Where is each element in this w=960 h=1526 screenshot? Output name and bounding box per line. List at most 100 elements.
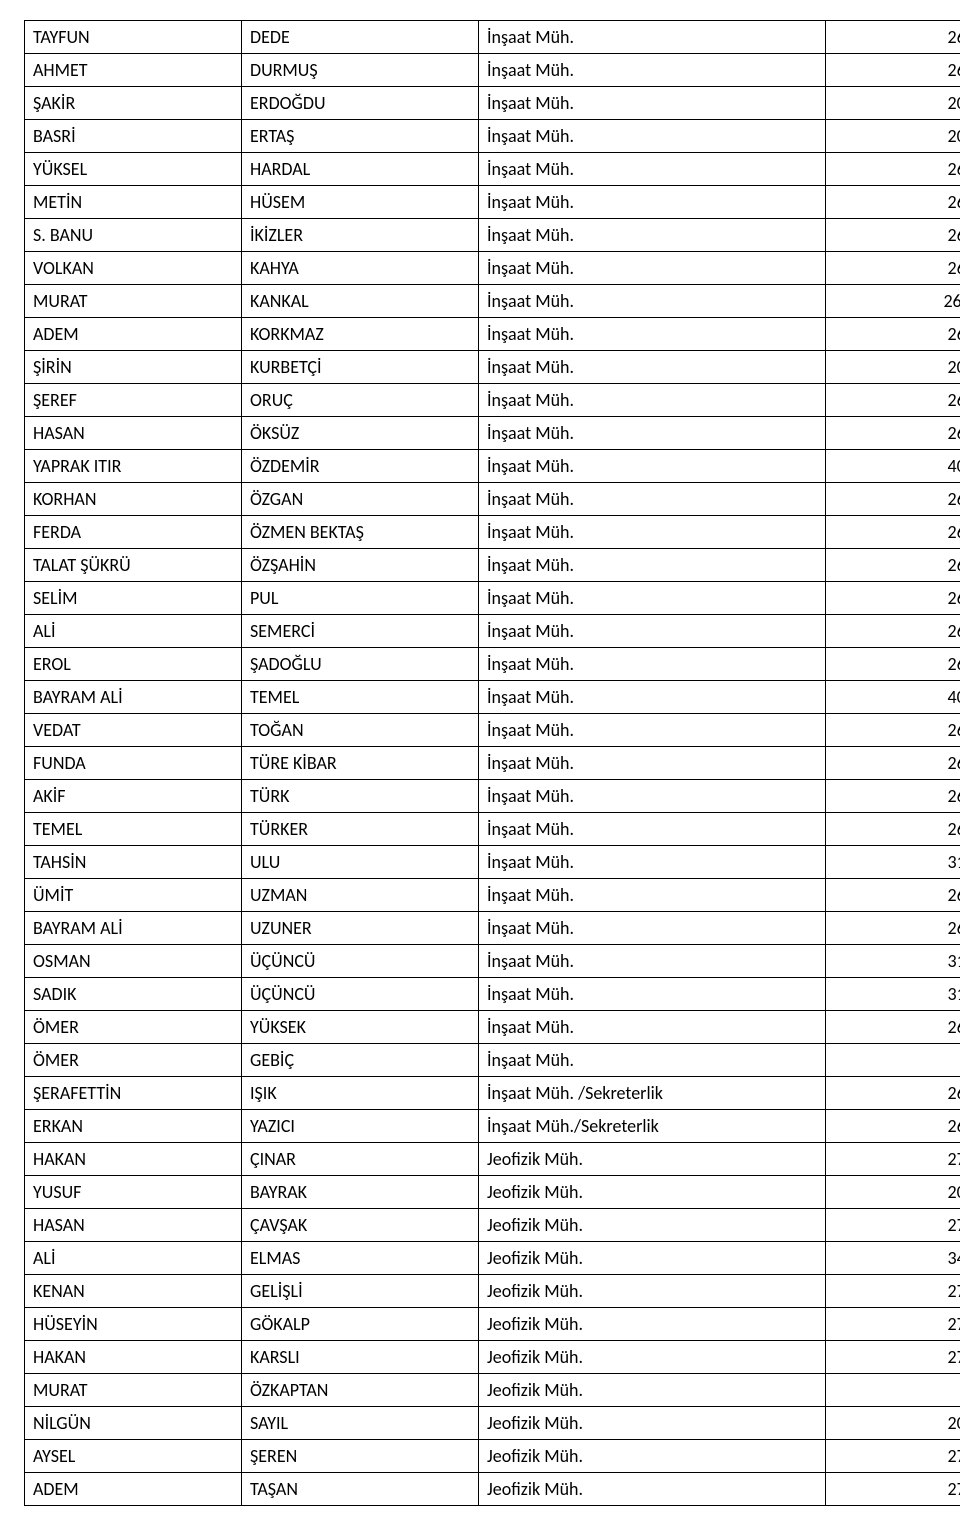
last-name-cell: ÇINAR [242, 1143, 479, 1176]
last-name-cell: KANKAL [242, 285, 479, 318]
department-cell: İnşaat Müh. [479, 714, 826, 747]
number-cell: 3142 [826, 945, 960, 978]
department-cell: İnşaat Müh. [479, 318, 826, 351]
first-name-cell: VEDAT [25, 714, 242, 747]
first-name-cell: AKİF [25, 780, 242, 813]
number-cell: 3125 [826, 978, 960, 1011]
department-cell: İnşaat Müh. [479, 813, 826, 846]
last-name-cell: İKİZLER [242, 219, 479, 252]
table-row: ÖMERYÜKSEKİnşaat Müh.2641 [25, 1011, 960, 1044]
department-cell: İnşaat Müh. [479, 252, 826, 285]
table-row: FERDAÖZMEN BEKTAŞİnşaat Müh.2675 [25, 516, 960, 549]
table-row: SADIKÜÇÜNCÜİnşaat Müh.3125 [25, 978, 960, 1011]
first-name-cell: EROL [25, 648, 242, 681]
first-name-cell: TAHSİN [25, 846, 242, 879]
table-row: TAYFUNDEDEİnşaat Müh.2638 [25, 21, 960, 54]
number-cell: 2733 [826, 1473, 960, 1506]
first-name-cell: ÖMER [25, 1044, 242, 1077]
first-name-cell: BASRİ [25, 120, 242, 153]
first-name-cell: METİN [25, 186, 242, 219]
number-cell: 2622 [826, 186, 960, 219]
department-cell: İnşaat Müh. [479, 450, 826, 483]
number-cell: 2786 [826, 1209, 960, 1242]
table-row: YUSUFBAYRAKJeofizik Müh.2026 [25, 1176, 960, 1209]
number-cell: 2666 [826, 747, 960, 780]
number-cell: 2606 [826, 417, 960, 450]
first-name-cell: SADIK [25, 978, 242, 1011]
table-row: ŞAKİRERDOĞDUİnşaat Müh.2051 [25, 87, 960, 120]
last-name-cell: ERTAŞ [242, 120, 479, 153]
number-cell: 2006 [826, 1407, 960, 1440]
first-name-cell: MURAT [25, 285, 242, 318]
table-row: HAKANÇINARJeofizik Müh.2787 [25, 1143, 960, 1176]
number-cell: 2759 [826, 1308, 960, 1341]
department-cell: İnşaat Müh. [479, 945, 826, 978]
last-name-cell: TÜRK [242, 780, 479, 813]
last-name-cell: YAZICI [242, 1110, 479, 1143]
department-cell: İnşaat Müh. [479, 912, 826, 945]
table-row: AYSELŞERENJeofizik Müh.2728 [25, 1440, 960, 1473]
first-name-cell: YUSUF [25, 1176, 242, 1209]
last-name-cell: HÜSEM [242, 186, 479, 219]
first-name-cell: ŞİRİN [25, 351, 242, 384]
table-row: ŞEREFORUÇİnşaat Müh.2658 [25, 384, 960, 417]
number-cell: 2052 [826, 351, 960, 384]
last-name-cell: UZUNER [242, 912, 479, 945]
last-name-cell: SAYIL [242, 1407, 479, 1440]
table-row: ÜMİTUZMANİnşaat Müh.2673 [25, 879, 960, 912]
last-name-cell: GEBİÇ [242, 1044, 479, 1077]
first-name-cell: ADEM [25, 1473, 242, 1506]
table-row: ADEMTAŞANJeofizik Müh.2733 [25, 1473, 960, 1506]
last-name-cell: TÜRKER [242, 813, 479, 846]
department-cell: İnşaat Müh. [479, 615, 826, 648]
last-name-cell: ÖZMEN BEKTAŞ [242, 516, 479, 549]
department-cell: Jeofizik Müh. [479, 1374, 826, 1407]
last-name-cell: ŞADOĞLU [242, 648, 479, 681]
number-cell: 2673 [826, 879, 960, 912]
department-cell: Jeofizik Müh. [479, 1341, 826, 1374]
department-cell: İnşaat Müh. [479, 1011, 826, 1044]
last-name-cell: DEDE [242, 21, 479, 54]
table-row: TEMELTÜRKERİnşaat Müh.2619 [25, 813, 960, 846]
department-cell: İnşaat Müh. [479, 780, 826, 813]
number-cell: 2716 [826, 1275, 960, 1308]
number-cell: 2675 [826, 516, 960, 549]
last-name-cell: SEMERCİ [242, 615, 479, 648]
last-name-cell: ULU [242, 846, 479, 879]
last-name-cell: KORKMAZ [242, 318, 479, 351]
last-name-cell: BAYRAK [242, 1176, 479, 1209]
number-cell: 2656 [826, 153, 960, 186]
department-cell: Jeofizik Müh. [479, 1473, 826, 1506]
last-name-cell: ORUÇ [242, 384, 479, 417]
department-cell: İnşaat Müh. [479, 846, 826, 879]
number-cell: 2606 [826, 318, 960, 351]
first-name-cell: HASAN [25, 417, 242, 450]
last-name-cell: TEMEL [242, 681, 479, 714]
table-row: KORHANÖZGANİnşaat Müh.2652 [25, 483, 960, 516]
first-name-cell: ŞERAFETTİN [25, 1077, 242, 1110]
first-name-cell: VOLKAN [25, 252, 242, 285]
table-row: MURATKANKALİnşaat Müh.26 32 [25, 285, 960, 318]
last-name-cell: ÇAVŞAK [242, 1209, 479, 1242]
department-cell: İnşaat Müh. [479, 681, 826, 714]
table-row: KENANGELİŞLİJeofizik Müh.2716 [25, 1275, 960, 1308]
table-row: ERKANYAZICIİnşaat Müh./Sekreterlik2606 [25, 1110, 960, 1143]
department-cell: İnşaat Müh. [479, 285, 826, 318]
department-cell: İnşaat Müh. [479, 417, 826, 450]
number-cell: 2787 [826, 1143, 960, 1176]
first-name-cell: KORHAN [25, 483, 242, 516]
number-cell: 2642 [826, 549, 960, 582]
department-cell: İnşaat Müh./Sekreterlik [479, 1110, 826, 1143]
last-name-cell: ÜÇÜNCÜ [242, 978, 479, 1011]
number-cell: 2617 [826, 615, 960, 648]
last-name-cell: TÜRE KİBAR [242, 747, 479, 780]
department-cell: İnşaat Müh. [479, 549, 826, 582]
table-row: TALAT ŞÜKRÜÖZŞAHİNİnşaat Müh.2642 [25, 549, 960, 582]
table-row: ADEMKORKMAZİnşaat Müh.2606 [25, 318, 960, 351]
department-cell: İnşaat Müh. [479, 648, 826, 681]
last-name-cell: ELMAS [242, 1242, 479, 1275]
department-cell: İnşaat Müh. [479, 384, 826, 417]
number-cell: 2671 [826, 714, 960, 747]
number-cell: 2638 [826, 21, 960, 54]
number-cell: 2026 [826, 1176, 960, 1209]
